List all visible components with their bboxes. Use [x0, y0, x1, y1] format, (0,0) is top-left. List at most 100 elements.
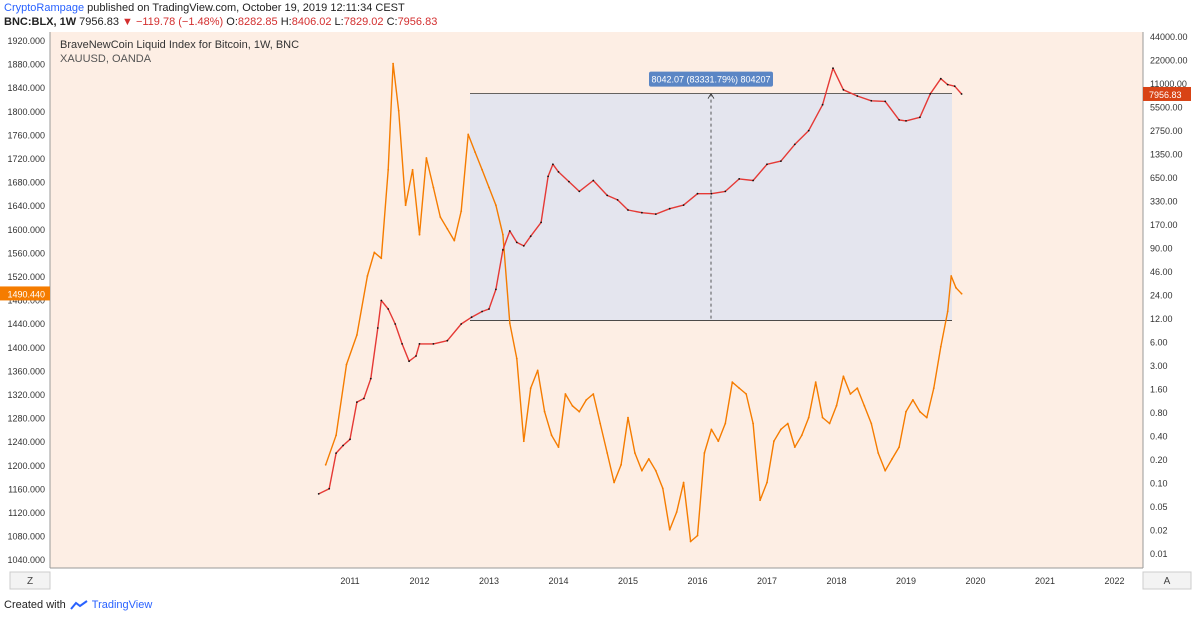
legend-overlay: XAUUSD, OANDA: [60, 53, 152, 65]
btc-data-point: [641, 211, 643, 214]
gold-data-point: [404, 204, 407, 207]
left-tick-label: 1440.000: [7, 319, 45, 329]
btc-data-point: [606, 194, 609, 197]
right-tick-label: 90.00: [1150, 244, 1173, 254]
x-tick-label: 2017: [757, 576, 777, 586]
gold-data-point: [324, 463, 327, 466]
right-tick-label: 1.60: [1150, 385, 1168, 395]
btc-data-point: [529, 235, 532, 238]
btc-data-point: [376, 327, 379, 329]
btc-data-point: [929, 92, 932, 95]
btc-data-point: [363, 397, 365, 400]
tradingview-brand[interactable]: TradingView: [91, 599, 153, 611]
x-tick-label: 2019: [896, 576, 916, 586]
btc-data-point: [953, 85, 956, 88]
btc-data-point: [710, 192, 713, 195]
right-tick-label: 0.40: [1150, 432, 1168, 442]
right-price-axis[interactable]: 44000.00 22000.00 11000.00 5500.00 2750.00 13…: [1142, 30, 1200, 568]
right-tick-label: 6.00: [1150, 338, 1168, 348]
btc-data-point: [432, 343, 435, 345]
time-axis[interactable]: 2011 2012 2013 2014 2015 2016 2017 2018 2019 2020…: [50, 567, 1143, 586]
auto-scale-button[interactable]: [1142, 571, 1192, 590]
gold-last-price-bg: [0, 286, 50, 301]
gold-data-point: [780, 428, 782, 431]
measure-tool[interactable]: 8042.07 (83331.79%) 804207: [470, 71, 952, 321]
price-labels: 1490.440 7956.83: [0, 86, 1191, 301]
gold-data-point: [502, 233, 504, 236]
right-tick-label: 0.05: [1150, 502, 1168, 512]
btc-data-point: [356, 401, 358, 403]
right-tick-label: 0.02: [1150, 526, 1168, 536]
right-tick-label: 11000.00: [1150, 79, 1187, 89]
gold-data-point: [373, 251, 376, 254]
btc-data-point: [328, 487, 331, 490]
gold-data-point: [807, 416, 810, 419]
gold-data-point: [731, 381, 734, 384]
btc-data-point: [842, 88, 845, 91]
gold-data-point: [668, 528, 671, 531]
btc-data-point: [682, 204, 685, 207]
btc-data-point: [960, 93, 963, 95]
gold-data-point: [550, 434, 553, 437]
gold-data-point: [508, 322, 511, 325]
last-price: 7956.83: [79, 16, 119, 28]
x-tick-label: 2014: [548, 576, 568, 586]
gold-data-point: [453, 239, 456, 242]
btc-data-point: [557, 171, 560, 173]
gold-data-point: [689, 540, 692, 543]
gold-data-point: [759, 499, 761, 502]
gold-last-price: 1490.440: [7, 289, 45, 299]
x-tick-label: 2012: [409, 576, 429, 586]
btc-data-point: [870, 99, 873, 102]
author-link[interactable]: CryptoRampage: [4, 2, 85, 14]
publish-info: CryptoRampage published on TradingView.c…: [4, 2, 405, 14]
gold-data-point: [495, 204, 497, 207]
btc-data-point: [335, 452, 337, 454]
left-tick-label: 1840.000: [7, 83, 45, 93]
gold-data-point: [397, 109, 400, 112]
legend-main: BraveNewCoin Liquid Index for Bitcoin, 1…: [60, 39, 299, 51]
symbol: BNC:BLX, 1W: [4, 16, 77, 28]
gold-data-point: [599, 422, 602, 425]
gold-data-point: [710, 428, 713, 431]
left-scale-button[interactable]: [9, 571, 51, 590]
btc-data-point: [394, 323, 397, 325]
gold-data-point: [955, 286, 957, 289]
right-axis-bg: [1143, 30, 1200, 568]
gold-data-point: [814, 381, 817, 384]
btc-data-point: [654, 213, 657, 216]
gold-data-point: [613, 481, 615, 484]
btc-data-point: [508, 230, 511, 232]
btc-data-point: [418, 343, 421, 345]
gold-data-point: [627, 416, 629, 419]
gold-data-point: [522, 440, 525, 443]
tradingview-logo-icon: [69, 600, 88, 610]
left-tick-label: 1360.000: [7, 366, 45, 376]
btc-data-point: [349, 438, 351, 441]
left-tick-label: 1400.000: [7, 343, 45, 353]
right-tick-label: 0.80: [1150, 408, 1168, 418]
btc-data-point: [369, 377, 372, 380]
btc-data-point: [905, 120, 907, 122]
gold-data-point: [884, 469, 887, 472]
gold-price-line: [325, 62, 963, 543]
chart-area[interactable]: 1920.000 1880.000 1840.000 1800.000 1760.000…: [0, 30, 1200, 595]
right-tick-label: 2750.00: [1150, 126, 1183, 136]
gold-data-point: [446, 227, 449, 230]
btc-data-point: [446, 339, 449, 342]
gold-data-point: [863, 404, 866, 407]
published-text: published on TradingView.com, October 19…: [84, 2, 405, 14]
gold-data-point: [661, 487, 664, 490]
gold-data-point: [912, 399, 914, 401]
right-tick-label: 170.00: [1150, 220, 1178, 230]
right-tick-label: 3.00: [1150, 361, 1168, 371]
gold-data-point: [366, 275, 369, 277]
btc-last-price: 7956.83: [1149, 90, 1182, 100]
gold-data-point: [828, 422, 831, 425]
btc-data-point: [460, 323, 463, 325]
btc-data-point: [793, 143, 796, 146]
x-tick-label: 2015: [618, 576, 638, 586]
header-bar: CryptoRampage published on TradingView.c…: [0, 0, 1200, 30]
left-tick-label: 1560.000: [7, 248, 45, 258]
gold-data-point: [585, 399, 588, 401]
